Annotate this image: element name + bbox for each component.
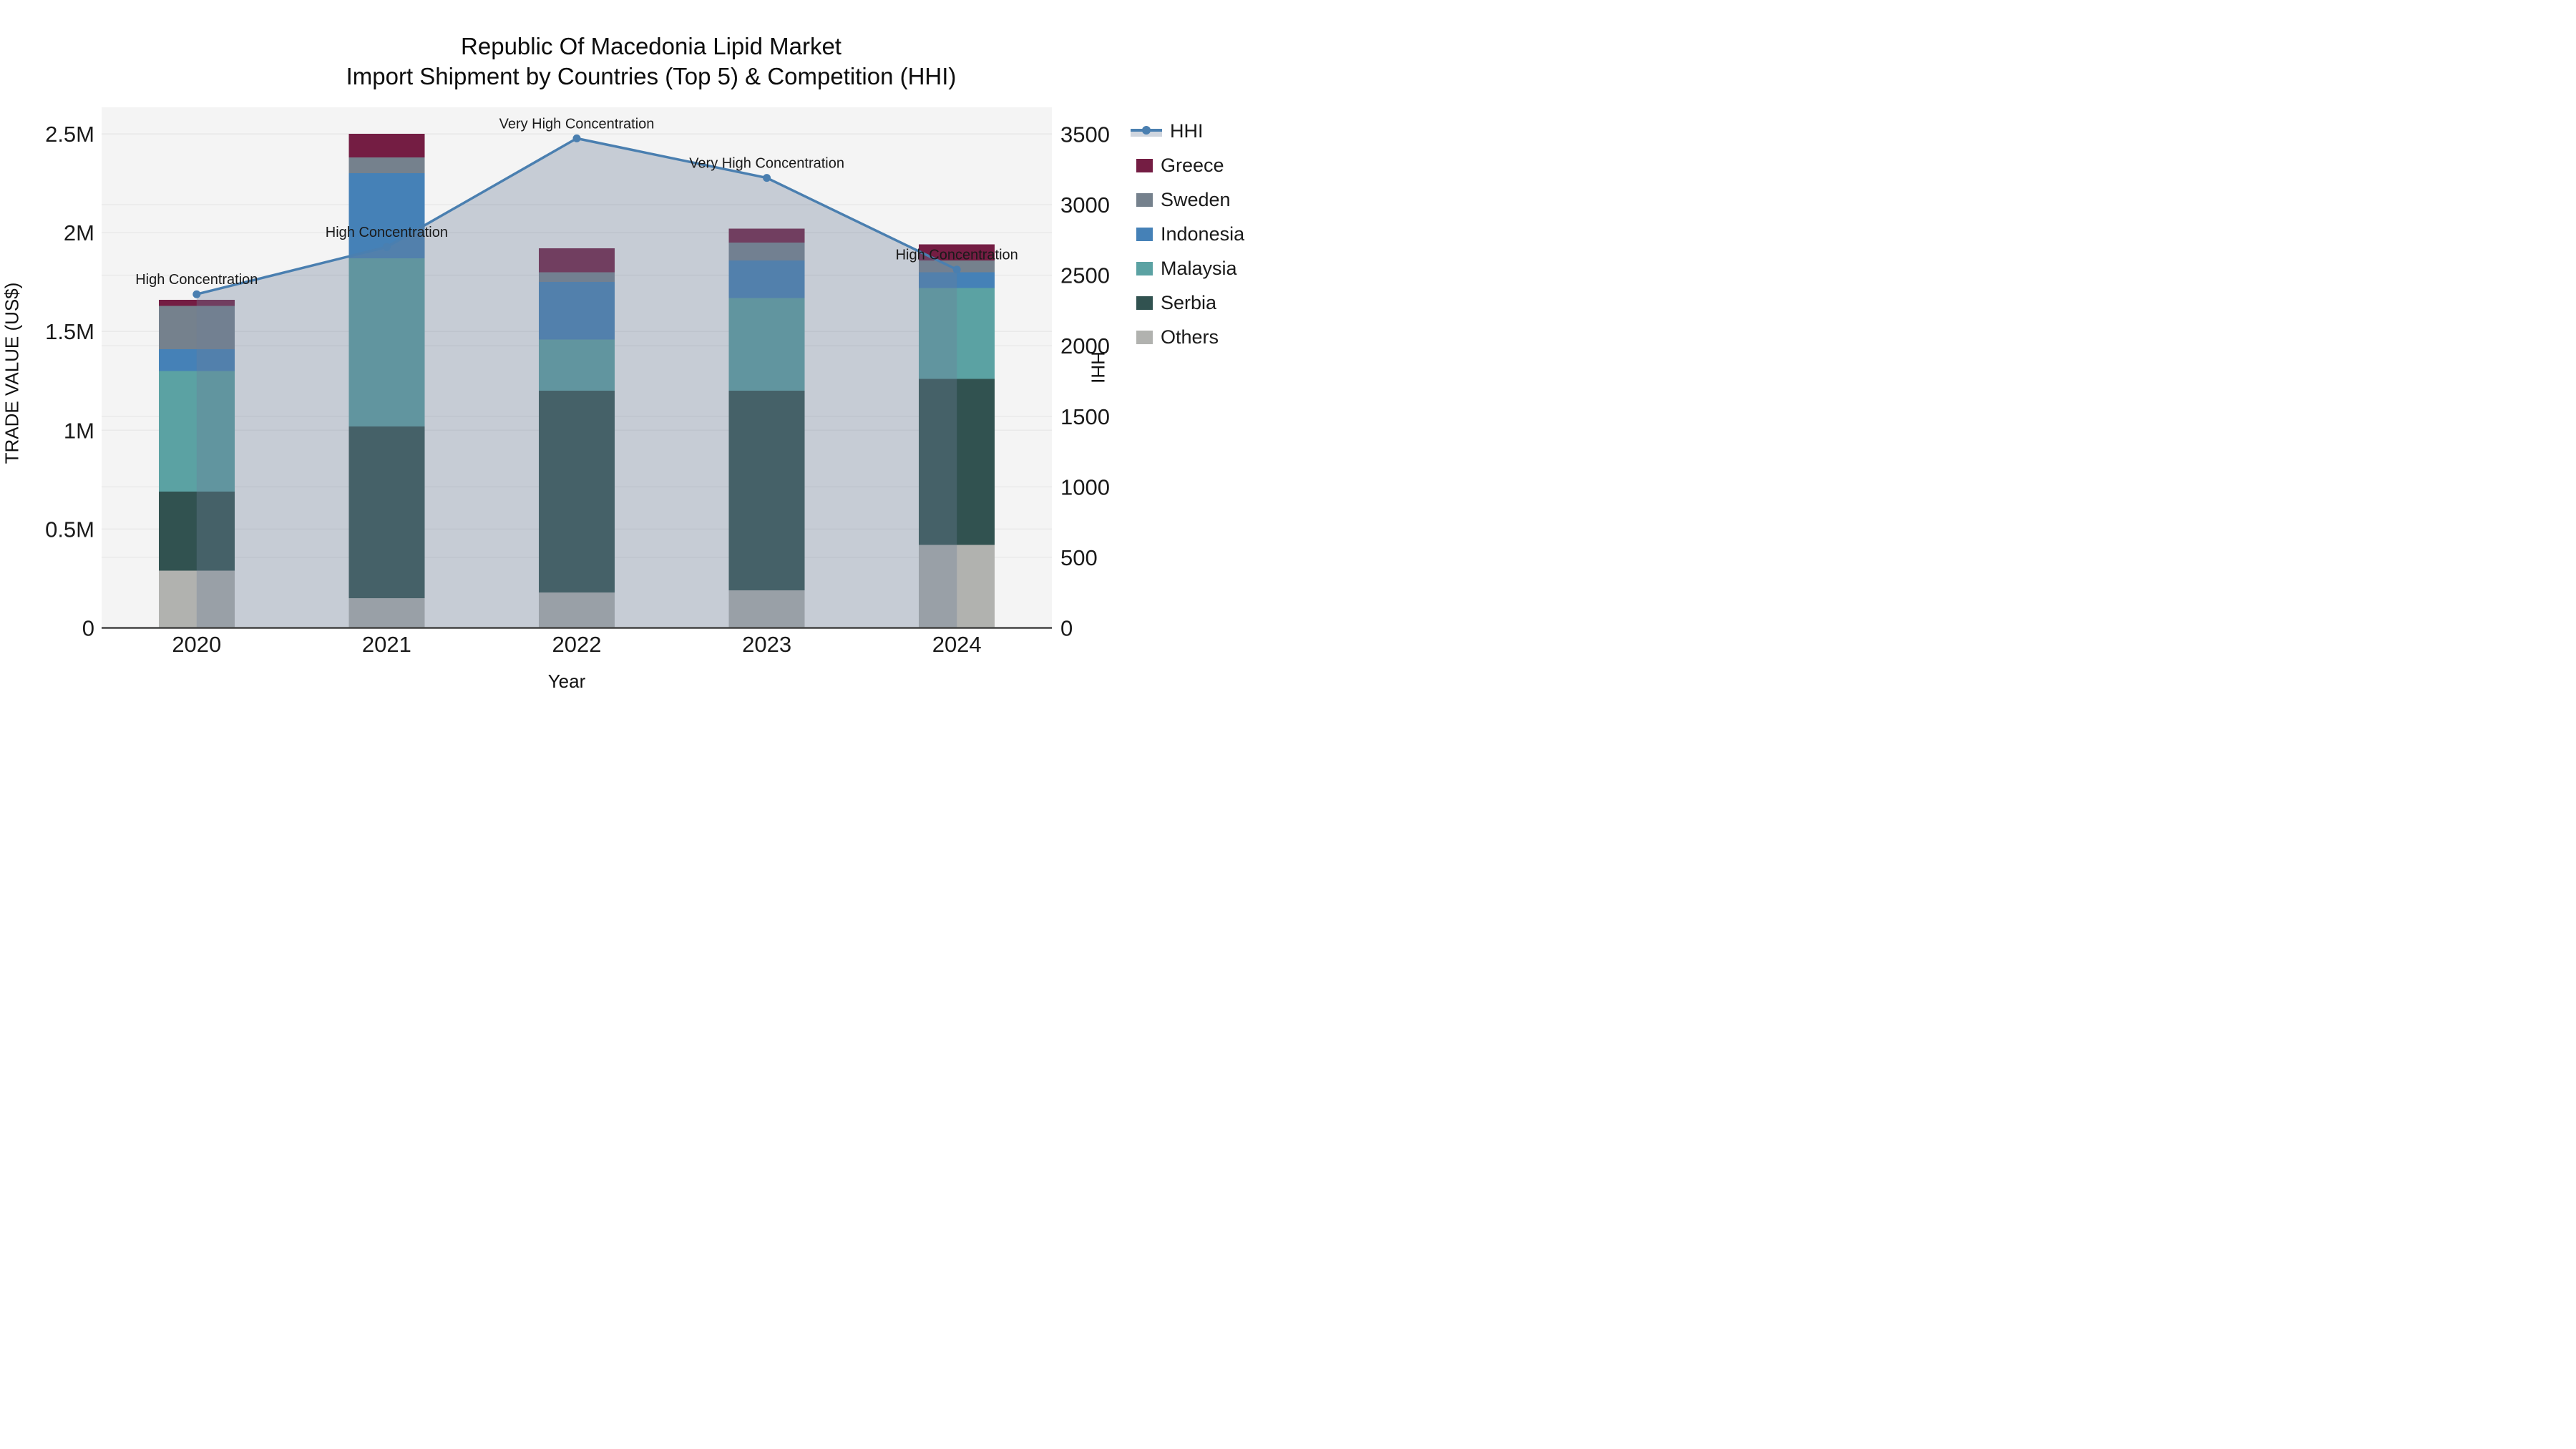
bar-segment-others-2023[interactable] [728,590,805,628]
bar-segment-indonesia-2022[interactable] [539,282,615,340]
chart-title-line2: Import Shipment by Countries (Top 5) & C… [346,63,957,89]
bar-segment-serbia-2020[interactable] [158,491,235,571]
hhi-marker-2023[interactable] [763,174,771,182]
right-tick-label-2000: 2000 [1060,333,1110,358]
greece-swatch-icon [1136,158,1153,172]
left-tick-label-0: 0 [82,616,94,641]
legend: HHI Greece Sweden Indonesia Malaysia Ser… [1131,119,1244,349]
bar-segment-indonesia-2024[interactable] [919,272,995,288]
annotation-2021: High Concentration [326,225,448,240]
others-swatch-icon [1136,330,1153,344]
left-tick-label-1M: 1M [64,418,94,443]
legend-item-indonesia[interactable]: Indonesia [1136,222,1244,246]
chart-title-line1: Republic Of Macedonia Lipid Market [461,33,841,59]
bar-segment-malaysia-2021[interactable] [348,258,425,426]
x-tick-label-2023: 2023 [742,632,791,657]
bar-segment-sweden-2021[interactable] [348,157,425,174]
legend-label: Malaysia [1161,257,1237,279]
bar-segment-sweden-2023[interactable] [728,242,805,260]
right-tick-label-1500: 1500 [1060,404,1110,429]
hhi-marker-2020[interactable] [192,290,201,298]
indonesia-swatch-icon [1136,227,1153,241]
left-tick-label-2.5M: 2.5M [45,122,94,147]
bar-segment-serbia-2022[interactable] [539,391,615,592]
legend-item-hhi[interactable]: HHI [1131,119,1244,143]
bar-segment-serbia-2021[interactable] [348,426,425,599]
y-axis-title-right: HHI [1087,351,1109,384]
bar-segment-sweden-2022[interactable] [539,272,615,283]
bar-segment-serbia-2024[interactable] [919,379,995,545]
bar-segment-others-2021[interactable] [348,598,425,628]
right-tick-label-2500: 2500 [1060,263,1110,288]
left-tick-label-0.5M: 0.5M [45,517,94,542]
right-tick-label-0: 0 [1060,616,1073,641]
annotation-2024: High Concentration [896,248,1018,263]
bar-segment-serbia-2023[interactable] [728,391,805,591]
annotation-2023: Very High Concentration [689,156,844,172]
x-axis-title: Year [547,670,586,692]
bar-segment-malaysia-2023[interactable] [728,298,805,391]
bar-segment-others-2024[interactable] [919,545,995,628]
hhi-line-icon [1131,123,1162,139]
legend-item-malaysia[interactable]: Malaysia [1136,256,1244,280]
bar-segment-malaysia-2024[interactable] [919,288,995,379]
left-tick-label-1.5M: 1.5M [45,319,94,344]
bar-segment-greece-2024[interactable] [919,244,995,260]
chart-figure: High Concentration High Concentration Very… [0,0,1288,725]
bar-segment-greece-2021[interactable] [348,134,425,158]
legend-label: Indonesia [1161,223,1245,245]
right-tick-label-3500: 3500 [1060,122,1110,147]
right-tick-label-1000: 1000 [1060,474,1110,499]
legend-label: HHI [1170,119,1204,142]
bar-segment-greece-2022[interactable] [539,248,615,273]
x-tick-label-2022: 2022 [552,632,602,657]
left-tick-label-2M: 2M [64,220,94,245]
bar-segment-greece-2023[interactable] [728,228,805,243]
right-tick-label-500: 500 [1060,545,1098,570]
legend-label: Others [1161,326,1219,348]
hhi-marker-2024[interactable] [952,265,961,274]
legend-item-sweden[interactable]: Sweden [1136,187,1244,212]
x-tick-label-2021: 2021 [362,632,411,657]
legend-item-greece[interactable]: Greece [1136,153,1244,177]
legend-label: Sweden [1161,188,1231,210]
x-tick-label-2020: 2020 [172,632,221,657]
annotation-2022: Very High Concentration [499,116,655,132]
legend-item-others[interactable]: Others [1136,325,1244,349]
bar-segment-others-2020[interactable] [158,570,235,628]
bar-segment-indonesia-2023[interactable] [728,260,805,298]
chart-title: Republic Of Macedonia Lipid Market Impor… [114,31,1188,92]
legend-label: Serbia [1161,291,1217,313]
right-tick-label-3000: 3000 [1060,192,1110,218]
hhi-marker-2022[interactable] [572,134,581,142]
plot-canvas: High Concentration High Concentration Very… [45,107,1110,657]
legend-label: Greece [1161,154,1224,176]
annotation-2020: High Concentration [135,272,258,288]
serbia-swatch-icon [1136,296,1153,310]
bar-segment-malaysia-2022[interactable] [539,339,615,391]
sweden-swatch-icon [1136,192,1153,207]
bar-segment-others-2022[interactable] [539,592,615,628]
bar-segment-greece-2020[interactable] [158,300,235,306]
hhi-area-fill [196,138,957,628]
bar-segment-malaysia-2020[interactable] [158,371,235,492]
y-axis-title-left: TRADE VALUE (US$) [1,282,23,464]
malaysia-swatch-icon [1136,261,1153,275]
bar-segment-sweden-2020[interactable] [158,306,235,350]
x-tick-label-2024: 2024 [932,632,982,657]
hhi-marker-2021[interactable] [382,243,391,251]
legend-item-serbia[interactable]: Serbia [1136,291,1244,315]
bar-segment-indonesia-2020[interactable] [158,349,235,371]
